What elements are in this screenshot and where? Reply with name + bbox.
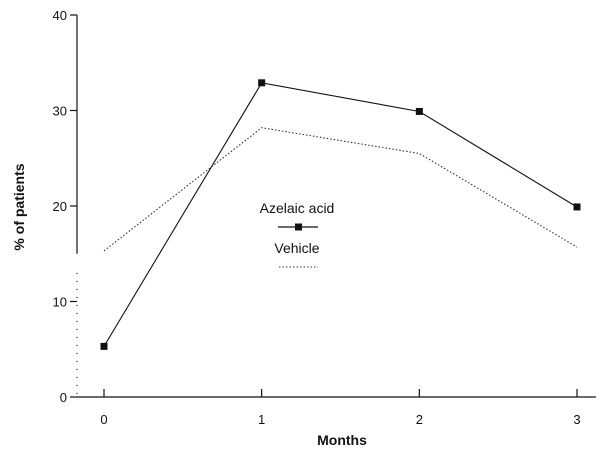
data-point-marker xyxy=(415,107,423,115)
x-tick-label: 2 xyxy=(416,412,423,427)
x-tick-label: 1 xyxy=(258,412,265,427)
legend-label-azelaic-acid: Azelaic acid xyxy=(260,200,335,216)
x-axis-label: Months xyxy=(317,432,367,448)
y-tick-label: 10 xyxy=(53,295,67,310)
legend: Azelaic acid Vehicle xyxy=(260,200,335,268)
data-point-marker xyxy=(573,203,581,211)
y-axis-label: % of patients xyxy=(11,163,27,250)
data-point-marker xyxy=(100,342,108,350)
series-layer xyxy=(100,79,581,350)
y-tick-label: 40 xyxy=(53,8,67,23)
series-line-vehicle xyxy=(103,127,578,252)
x-tick-label: 3 xyxy=(573,412,580,427)
y-tick-label: 30 xyxy=(53,104,67,119)
data-point-marker xyxy=(258,79,266,87)
y-tick-label: 0 xyxy=(60,390,67,405)
series-line-azelaic-acid xyxy=(103,82,578,347)
chart-axes xyxy=(70,14,596,398)
tick-labels: 0 10 20 30 40 0 1 2 3 xyxy=(53,8,581,427)
y-tick-label: 20 xyxy=(53,199,67,214)
legend-marker-azelaic-acid xyxy=(295,223,302,231)
legend-label-vehicle: Vehicle xyxy=(274,240,319,256)
x-tick-label: 0 xyxy=(100,412,107,427)
